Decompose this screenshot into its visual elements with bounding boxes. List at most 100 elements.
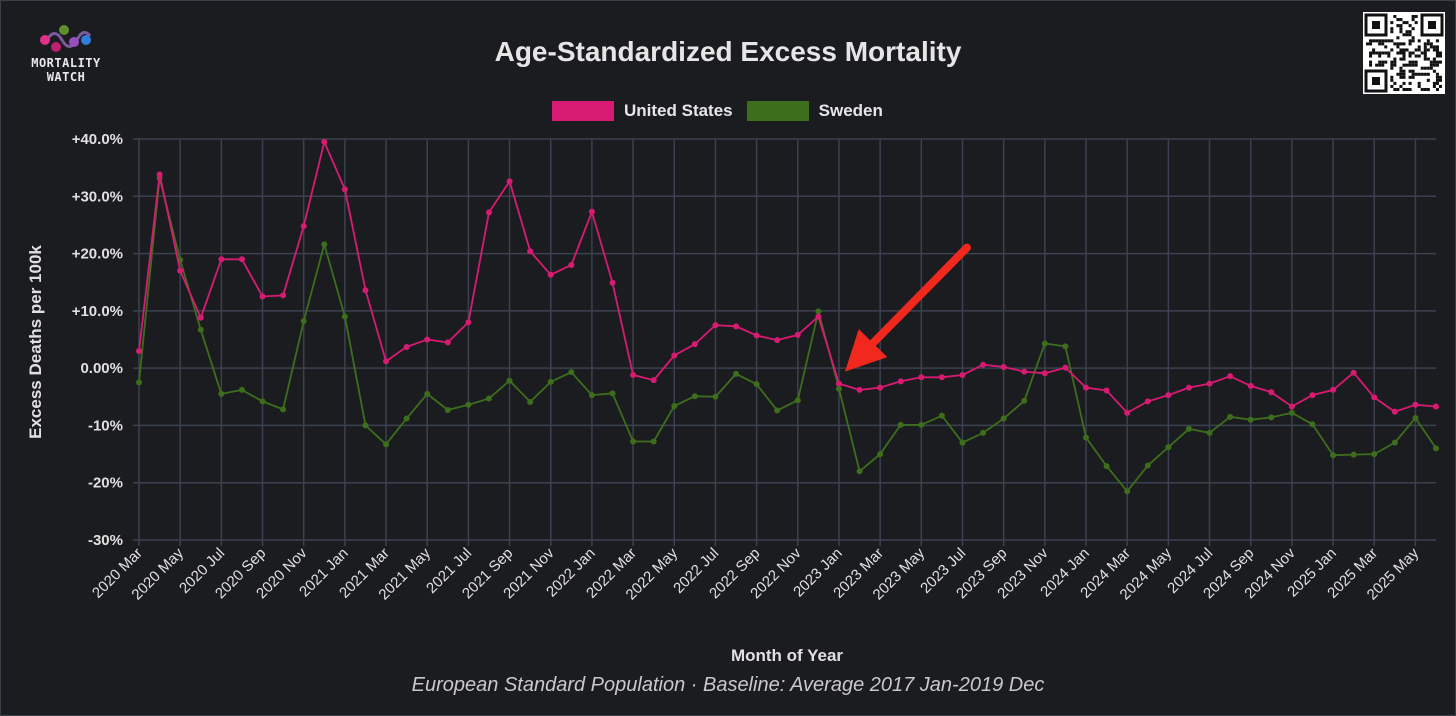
data-point-united-states[interactable] bbox=[280, 292, 287, 299]
data-point-united-states[interactable] bbox=[383, 358, 390, 365]
data-point-sweden[interactable] bbox=[712, 393, 719, 400]
data-point-united-states[interactable] bbox=[630, 372, 637, 379]
data-point-sweden[interactable] bbox=[609, 390, 616, 397]
data-point-sweden[interactable] bbox=[630, 438, 637, 445]
data-point-united-states[interactable] bbox=[1350, 369, 1357, 376]
data-point-sweden[interactable] bbox=[1165, 444, 1172, 451]
data-point-sweden[interactable] bbox=[259, 398, 266, 405]
data-point-sweden[interactable] bbox=[403, 415, 410, 422]
data-point-united-states[interactable] bbox=[1268, 389, 1275, 396]
data-point-sweden[interactable] bbox=[136, 379, 142, 386]
data-point-united-states[interactable] bbox=[1083, 384, 1090, 391]
data-point-united-states[interactable] bbox=[1124, 409, 1131, 416]
data-point-sweden[interactable] bbox=[1350, 451, 1357, 458]
data-point-sweden[interactable] bbox=[218, 390, 225, 397]
data-point-sweden[interactable] bbox=[444, 406, 451, 413]
data-point-united-states[interactable] bbox=[774, 337, 781, 344]
data-point-united-states[interactable] bbox=[177, 267, 184, 274]
data-point-united-states[interactable] bbox=[733, 323, 740, 330]
data-point-united-states[interactable] bbox=[609, 279, 616, 286]
data-point-united-states[interactable] bbox=[1288, 403, 1295, 410]
data-point-sweden[interactable] bbox=[650, 438, 657, 445]
data-point-united-states[interactable] bbox=[1247, 382, 1254, 389]
data-point-united-states[interactable] bbox=[1330, 386, 1337, 393]
data-point-united-states[interactable] bbox=[485, 209, 492, 216]
data-point-united-states[interactable] bbox=[918, 374, 925, 381]
data-point-sweden[interactable] bbox=[485, 395, 492, 402]
data-point-sweden[interactable] bbox=[1330, 452, 1337, 459]
data-point-sweden[interactable] bbox=[1412, 414, 1419, 421]
data-point-united-states[interactable] bbox=[259, 293, 266, 300]
data-point-sweden[interactable] bbox=[321, 241, 328, 248]
data-point-sweden[interactable] bbox=[383, 441, 390, 448]
data-point-united-states[interactable] bbox=[588, 208, 595, 215]
data-point-united-states[interactable] bbox=[321, 138, 328, 145]
data-point-sweden[interactable] bbox=[856, 468, 863, 475]
data-point-sweden[interactable] bbox=[1433, 445, 1439, 452]
data-point-sweden[interactable] bbox=[1144, 462, 1151, 469]
data-point-united-states[interactable] bbox=[877, 384, 884, 391]
legend-item-sweden[interactable]: Sweden bbox=[746, 101, 883, 121]
data-point-sweden[interactable] bbox=[506, 377, 513, 384]
data-point-united-states[interactable] bbox=[527, 248, 534, 255]
data-point-sweden[interactable] bbox=[1268, 414, 1275, 421]
data-point-sweden[interactable] bbox=[527, 398, 534, 405]
data-point-sweden[interactable] bbox=[753, 381, 760, 388]
data-point-united-states[interactable] bbox=[712, 322, 719, 329]
data-point-united-states[interactable] bbox=[444, 339, 451, 346]
data-point-sweden[interactable] bbox=[691, 393, 698, 400]
data-point-united-states[interactable] bbox=[156, 171, 163, 178]
data-point-united-states[interactable] bbox=[1103, 387, 1110, 394]
data-point-united-states[interactable] bbox=[1062, 364, 1069, 371]
data-point-sweden[interactable] bbox=[300, 318, 307, 325]
data-point-sweden[interactable] bbox=[424, 390, 431, 397]
data-point-sweden[interactable] bbox=[1247, 416, 1254, 423]
data-point-sweden[interactable] bbox=[1021, 397, 1028, 404]
data-point-sweden[interactable] bbox=[774, 407, 781, 414]
data-point-united-states[interactable] bbox=[1206, 380, 1213, 387]
data-point-united-states[interactable] bbox=[465, 319, 472, 326]
data-point-united-states[interactable] bbox=[506, 178, 513, 185]
data-point-united-states[interactable] bbox=[1021, 368, 1028, 375]
data-point-united-states[interactable] bbox=[897, 378, 904, 385]
data-point-sweden[interactable] bbox=[362, 422, 369, 429]
data-point-united-states[interactable] bbox=[1185, 384, 1192, 391]
data-point-sweden[interactable] bbox=[1391, 439, 1398, 446]
data-point-united-states[interactable] bbox=[568, 262, 575, 269]
data-point-sweden[interactable] bbox=[1371, 451, 1378, 458]
data-point-united-states[interactable] bbox=[1371, 394, 1378, 401]
data-point-united-states[interactable] bbox=[671, 352, 678, 359]
data-point-sweden[interactable] bbox=[197, 326, 204, 333]
data-point-united-states[interactable] bbox=[300, 223, 307, 230]
data-point-united-states[interactable] bbox=[794, 331, 801, 338]
data-point-sweden[interactable] bbox=[1227, 413, 1234, 420]
data-point-united-states[interactable] bbox=[136, 347, 142, 354]
data-point-sweden[interactable] bbox=[280, 406, 287, 413]
data-point-united-states[interactable] bbox=[424, 336, 431, 343]
data-point-sweden[interactable] bbox=[733, 370, 740, 377]
data-point-united-states[interactable] bbox=[938, 374, 945, 381]
data-point-united-states[interactable] bbox=[835, 380, 842, 387]
data-point-united-states[interactable] bbox=[403, 343, 410, 350]
data-point-united-states[interactable] bbox=[1433, 403, 1439, 410]
data-point-united-states[interactable] bbox=[1227, 373, 1234, 380]
data-point-sweden[interactable] bbox=[980, 429, 987, 436]
data-point-sweden[interactable] bbox=[1062, 343, 1069, 350]
data-point-sweden[interactable] bbox=[835, 385, 842, 392]
data-point-sweden[interactable] bbox=[465, 401, 472, 408]
data-point-sweden[interactable] bbox=[1103, 463, 1110, 470]
data-point-sweden[interactable] bbox=[1124, 488, 1131, 495]
data-point-sweden[interactable] bbox=[938, 412, 945, 419]
data-point-united-states[interactable] bbox=[753, 332, 760, 339]
data-point-sweden[interactable] bbox=[877, 451, 884, 458]
data-point-sweden[interactable] bbox=[1206, 429, 1213, 436]
data-point-sweden[interactable] bbox=[1185, 425, 1192, 432]
data-point-united-states[interactable] bbox=[1412, 401, 1419, 408]
data-point-united-states[interactable] bbox=[980, 361, 987, 368]
data-point-sweden[interactable] bbox=[547, 378, 554, 385]
data-point-united-states[interactable] bbox=[856, 386, 863, 393]
data-point-united-states[interactable] bbox=[1165, 392, 1172, 399]
data-point-united-states[interactable] bbox=[362, 287, 369, 294]
legend-item-united-states[interactable]: United States bbox=[552, 101, 733, 121]
data-point-united-states[interactable] bbox=[1041, 370, 1048, 377]
